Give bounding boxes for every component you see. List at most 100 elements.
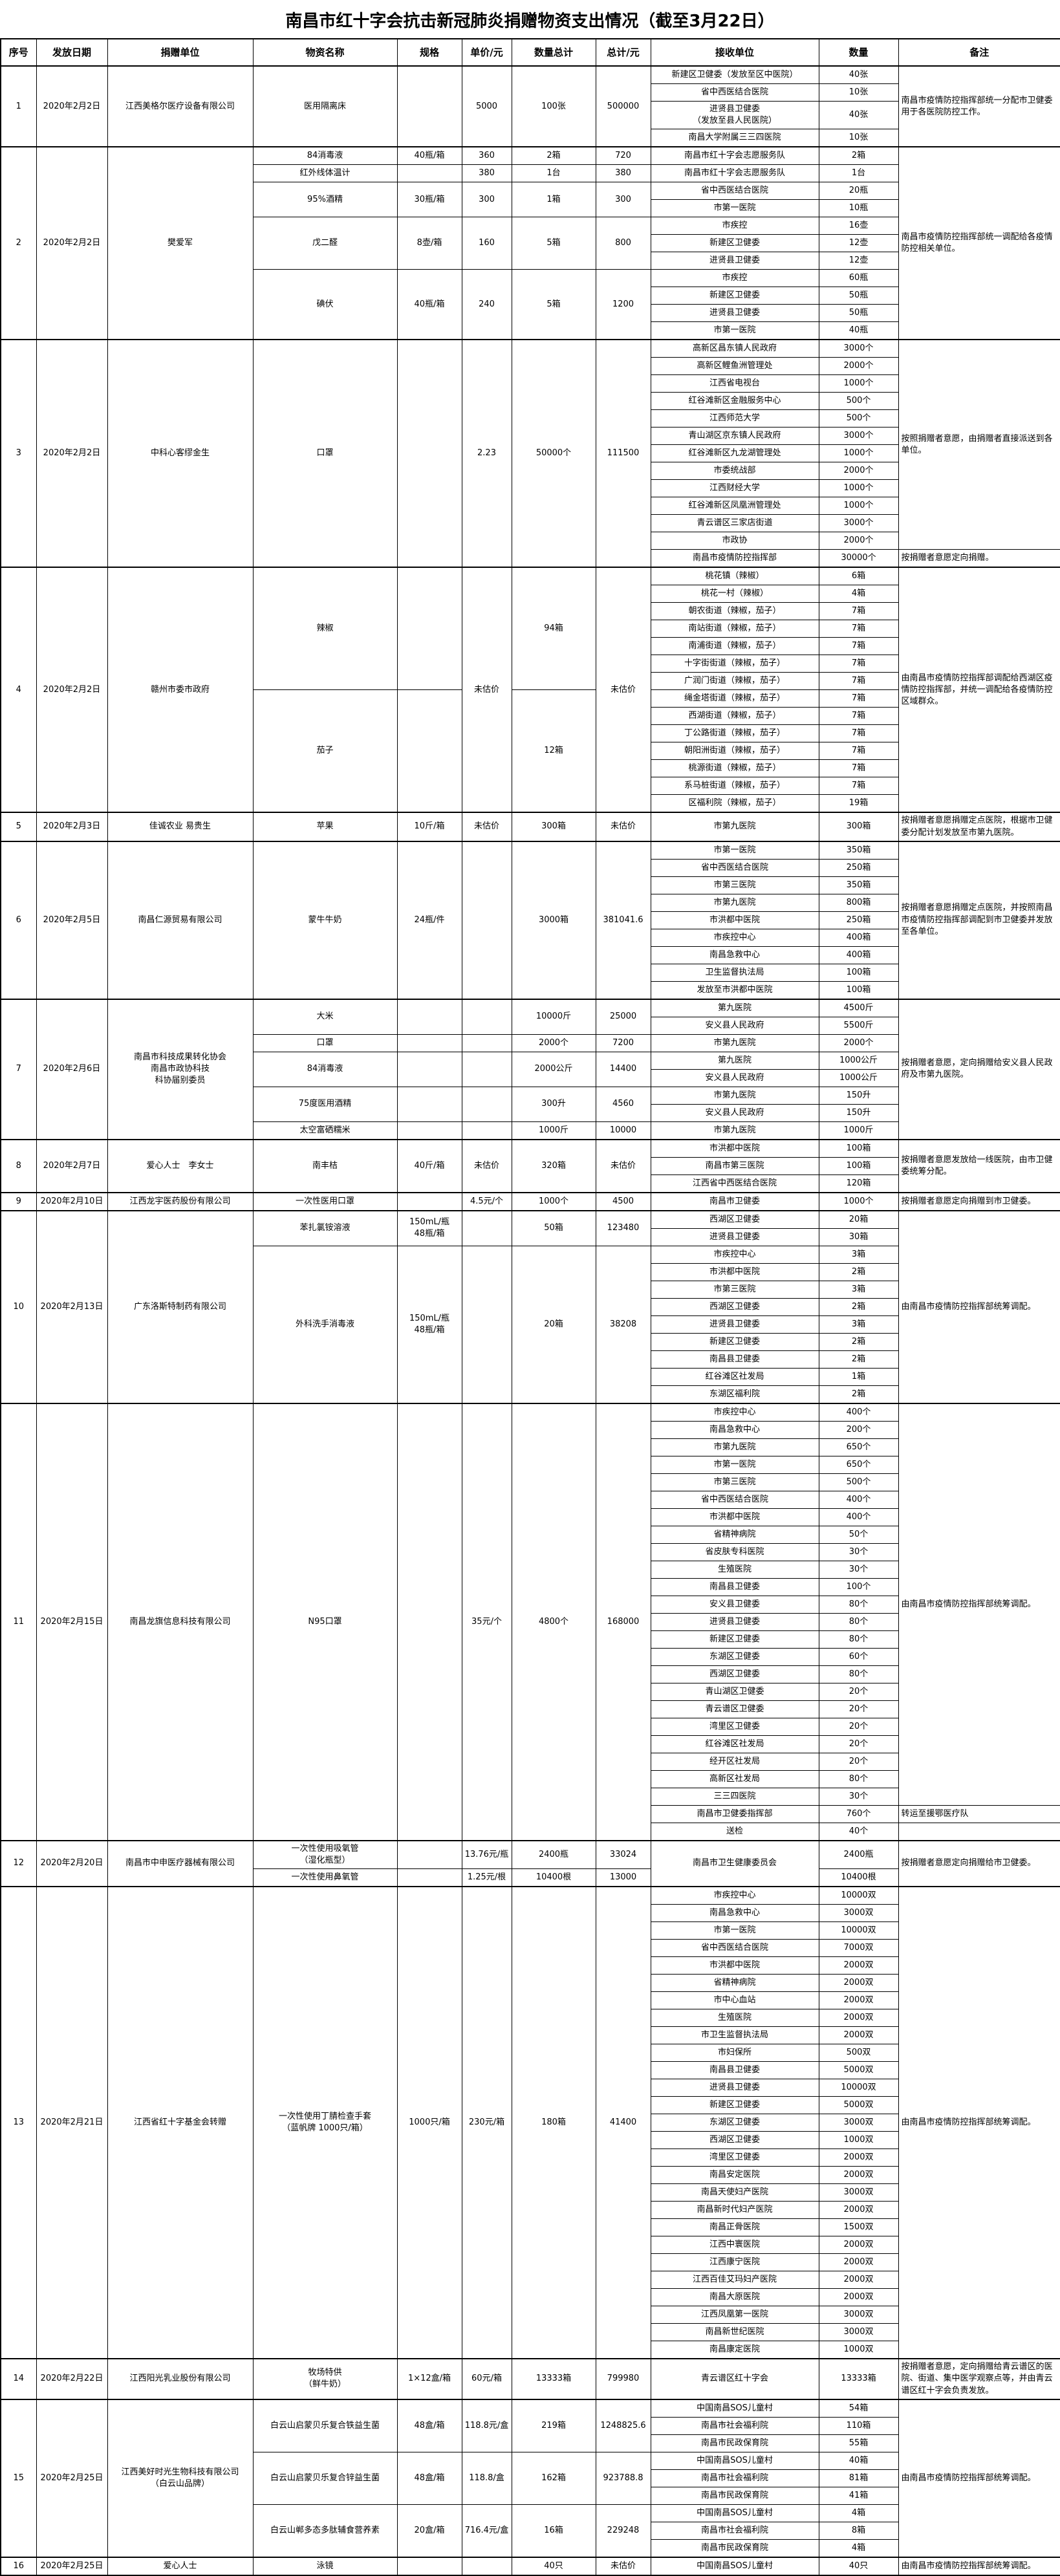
receiver-cell: 市中心血站 [650,1991,819,2010]
qty-total-cell: 300箱 [511,812,596,842]
qty-total-cell: 1000斤 [511,1121,596,1140]
table-row: 16 2020年2月25日 爱心人士 泳镜 40只 未估价 中国南昌SOS儿童村 40只 由南昌… [0,2556,1060,2576]
row-no-cell: 4 [0,567,37,813]
item-name-cell: 白云山启蒙贝乐复合锌益生菌 [252,2451,398,2505]
receiver-qty-cell: 8箱 [818,2521,899,2540]
table-row: 11 2020年2月15日 南昌龙旗信息科技有限公司 N95口罩 35元/个 4800个 1… [0,1402,1060,1841]
spec-cell [396,1402,462,1841]
total-cell: 300 [595,182,651,218]
receiver-qty-cell: 2箱 [818,1332,899,1351]
total-cell: 799980 [595,2358,651,2400]
table-row: 南昌正骨医院 1500双 [1,2218,1060,2237]
table-row: 南昌市社会福利院 8箱 [1,2521,1060,2540]
receiver-cell: 红谷滩新区金融服务中心 [650,392,819,411]
receiver-qty-cell: 200个 [818,1420,899,1439]
row-no-cell: 16 [0,2556,37,2576]
table-row: 南昌安定医院 2000双 [1,2166,1060,2185]
table-row: 南昌市第三医院 100箱 [1,1156,1060,1175]
date-cell: 2020年2月7日 [36,1138,108,1193]
receiver-cell: 南昌市红十字会志愿服务队 [650,164,819,183]
spec-cell [396,1839,462,1870]
receiver-qty-cell: 2000双 [818,1974,899,1993]
receiver-qty-cell: 3箱 [818,1315,899,1334]
table-row: 碘伏 40瓶/箱 240 5箱 1200 市疾控 60瓶 [1,269,1060,340]
column-header: 接收单位 [650,38,819,67]
spec-cell: 48盒/箱 [396,2451,462,2505]
row-no-cell: 13 [0,1886,37,2359]
receiver-qty-cell: 4箱 [818,2538,899,2558]
row-no-cell: 10 [0,1209,37,1404]
receiver-cell: 省中西医结合医院 [650,83,819,102]
price-cell [461,1034,512,1052]
receiver-cell: 南昌市第三医院 [650,1156,819,1175]
receiver-cell: 市第九医院 [650,812,819,842]
receiver-qty-cell: 3000双 [818,2306,899,2324]
receiver-cell: 南昌急救中心 [650,1904,819,1923]
receiver-qty-cell: 2000双 [818,1956,899,1975]
receiver-qty-cell: 80个 [818,1770,899,1788]
receiver-cell: 第九医院 [650,1051,819,1070]
note-cell: 转运至援鄂医疗队 [898,1804,1060,1823]
item-name-cell: 泳镜 [252,2556,398,2576]
receiver-qty-cell: 2000个 [818,357,899,376]
receiver-qty-cell: 1000公斤 [818,1068,899,1087]
qty-total-cell: 2000个 [511,1034,596,1052]
date-cell: 2020年2月2日 [36,65,108,147]
item-name-cell: 大米 [252,998,398,1035]
receiver-cell: 第九医院 [650,998,819,1017]
receiver-cell: 市第一医院 [650,321,819,340]
receiver-qty-cell: 1500双 [818,2218,899,2237]
receiver-cell: 市卫生监督执法局 [650,2026,819,2045]
receiver-qty-cell: 2000双 [818,2026,899,2045]
receiver-cell: 西湖区卫健委 [650,1209,819,1229]
column-header: 备注 [898,38,1060,67]
receiver-cell: 市洪都中医院 [650,911,819,929]
spec-cell [396,65,462,147]
receiver-qty-cell: 4500斤 [818,998,899,1017]
note-cell: 按捐赠者意愿定向捐赠到市卫健委。 [898,1191,1060,1211]
price-cell: 160 [461,217,512,270]
total-cell: 10000 [595,1121,651,1140]
receiver-qty-cell: 81箱 [818,2469,899,2487]
qty-total-cell: 3000箱 [511,840,596,1000]
receiver-cell: 江西康宁医院 [650,2253,819,2272]
receiver-qty-cell: 30个 [818,1560,899,1579]
note-cell: 由南昌市疫情防控指挥部统筹调配。 [898,2398,1060,2558]
table-row: 安义县人民政府 1000公斤 [1,1068,1060,1087]
receiver-cell: 青山湖区卫健委 [650,1682,819,1701]
table-row: 南昌急救中心 3000双 [1,1904,1060,1923]
total-cell: 未估价 [595,812,651,842]
spec-cell: 150mL/瓶 48瓶/箱 [396,1245,462,1404]
row-no-cell: 11 [0,1402,37,1841]
receiver-cell: 江西省中西医结合医院 [650,1174,819,1193]
qty-total-cell: 2000公斤 [511,1051,596,1087]
receiver-qty-cell: 500个 [818,392,899,411]
table-row: 十字街街道（辣椒，茄子） 7箱 [1,655,1060,673]
receiver-cell: 绳金塔街道（辣椒，茄子） [650,689,819,708]
receiver-cell: 市第三医院 [650,876,819,894]
table-row: 西湖街道（辣椒，茄子） 7箱 [1,707,1060,726]
receiver-cell: 安义县人民政府 [650,1016,819,1035]
receiver-qty-cell: 80个 [818,1595,899,1614]
receiver-qty-cell: 2000双 [818,2148,899,2167]
item-name-cell: 牧场特供 （鲜牛奶） [252,2358,398,2400]
receiver-cell: 江西师范大学 [650,409,819,428]
price-cell [461,1245,512,1404]
price-cell [461,1051,512,1087]
table-row: 江西康宁医院 2000双 [1,2253,1060,2272]
table-row: 市洪都中医院 2箱 [1,1262,1060,1281]
receiver-cell: 南昌正骨医院 [650,2218,819,2237]
table-row: 13 2020年2月21日 江西省红十字基金会转赠 一次性使用丁腈检查手套 （蓝帆牌 … [0,1886,1060,2359]
receiver-cell: 青云谱区卫健委 [650,1700,819,1718]
receiver-cell: 市疾控 [650,269,819,288]
receiver-qty-cell: 1箱 [818,1367,899,1386]
item-name-cell: 蒙牛牛奶 [252,840,398,1000]
donor-cell: 爱心人士 李女士 [107,1138,254,1193]
table-row: 区福利院（辣椒，茄子） 19箱 [1,794,1060,813]
receiver-cell: 新建区卫健委 [650,1332,819,1351]
receiver-cell: 江西凤凰第一医院 [650,2306,819,2324]
receiver-cell: 高新区社发局 [650,1770,819,1788]
receiver-qty-cell: 50瓶 [818,304,899,323]
table-row: 朝农街道（辣椒，茄子） 7箱 [1,602,1060,621]
date-cell: 2020年2月22日 [36,2358,108,2400]
